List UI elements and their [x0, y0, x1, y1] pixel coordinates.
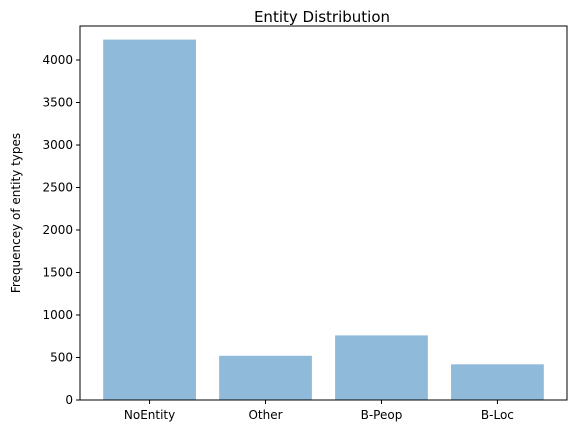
x-tick-label: Other — [248, 408, 282, 422]
y-tick-label: 3500 — [42, 96, 73, 110]
bar-B-Loc — [451, 364, 544, 400]
y-tick-label: 1000 — [42, 308, 73, 322]
chart-title: Entity Distribution — [254, 8, 390, 26]
y-tick-label: 2500 — [42, 181, 73, 195]
bar-NoEntity — [103, 39, 196, 400]
y-axis-label: Frequencey of entity types — [9, 133, 23, 293]
x-tick-label: B-Loc — [481, 408, 514, 422]
plot-frame — [79, 25, 568, 401]
bar-B-Peop — [335, 335, 428, 400]
x-tick-label: NoEntity — [124, 408, 175, 422]
y-tick-label: 1500 — [42, 266, 73, 280]
y-tick-label: 3000 — [42, 138, 73, 152]
y-tick-label: 2000 — [42, 223, 73, 237]
bar-Other — [219, 355, 312, 400]
y-tick-label: 0 — [65, 393, 73, 407]
y-tick-label: 500 — [50, 351, 73, 365]
x-tick-label: B-Peop — [361, 408, 403, 422]
y-tick-label: 4000 — [42, 53, 73, 67]
